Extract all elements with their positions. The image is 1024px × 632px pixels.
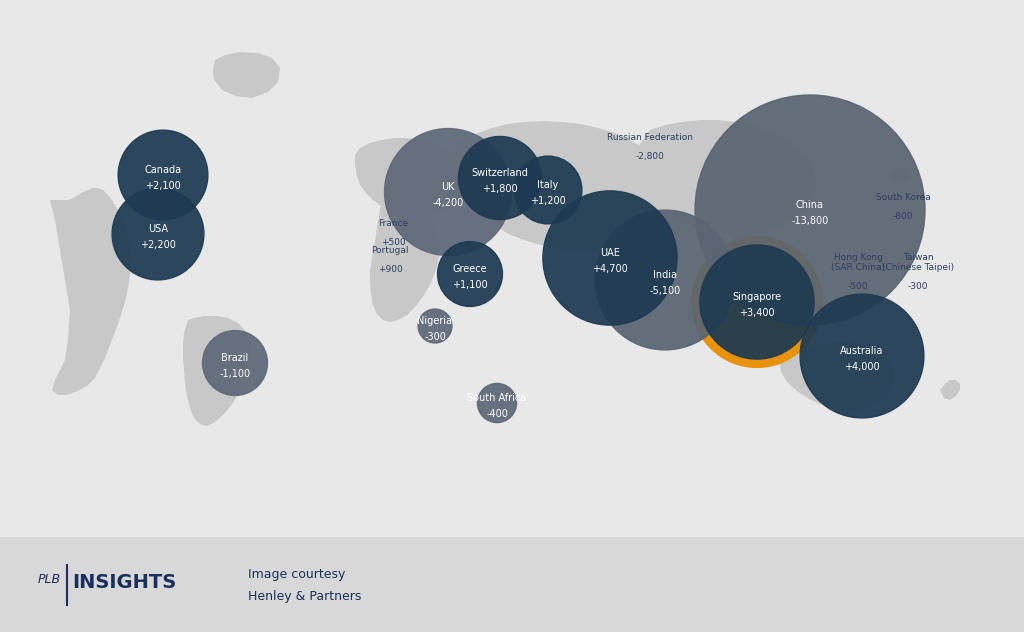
Polygon shape: [890, 167, 909, 183]
Text: -5,100: -5,100: [649, 286, 681, 296]
Polygon shape: [183, 316, 250, 426]
Circle shape: [695, 95, 925, 325]
Circle shape: [118, 130, 208, 220]
Polygon shape: [213, 52, 280, 98]
Circle shape: [112, 188, 204, 280]
Text: UAE: UAE: [600, 248, 620, 258]
Text: USA: USA: [148, 224, 168, 234]
Text: -300: -300: [907, 282, 928, 291]
Circle shape: [437, 241, 503, 307]
Text: -800: -800: [893, 212, 913, 221]
Text: +2,200: +2,200: [140, 240, 176, 250]
Text: UK: UK: [441, 182, 455, 192]
Circle shape: [418, 309, 452, 343]
Text: -13,800: -13,800: [792, 216, 828, 226]
Text: +4,000: +4,000: [844, 362, 880, 372]
Text: +500: +500: [381, 238, 406, 247]
Polygon shape: [636, 208, 680, 256]
Text: Russian Federation: Russian Federation: [607, 133, 693, 142]
Text: France: France: [378, 219, 408, 228]
Text: Singapore: Singapore: [732, 292, 781, 302]
Polygon shape: [732, 223, 774, 255]
Text: Henley & Partners: Henley & Partners: [248, 590, 361, 603]
Text: -300: -300: [424, 332, 445, 342]
Text: Italy: Italy: [538, 180, 559, 190]
Text: Greece: Greece: [453, 264, 487, 274]
Circle shape: [800, 294, 924, 418]
Bar: [0, 537, 1024, 632]
Circle shape: [385, 128, 511, 255]
Circle shape: [543, 191, 677, 325]
Circle shape: [459, 137, 542, 219]
Text: South Africa: South Africa: [467, 393, 526, 403]
Circle shape: [514, 156, 582, 224]
Text: -2,800: -2,800: [636, 152, 665, 161]
Text: Brazil: Brazil: [221, 353, 249, 363]
Polygon shape: [355, 138, 470, 216]
Text: -400: -400: [486, 409, 508, 419]
Text: Switzerland: Switzerland: [472, 168, 528, 178]
Text: +900: +900: [378, 265, 402, 274]
Polygon shape: [780, 342, 895, 410]
Text: +4,700: +4,700: [592, 264, 628, 274]
Circle shape: [691, 236, 823, 368]
Polygon shape: [542, 195, 640, 253]
Polygon shape: [50, 188, 132, 395]
Text: +1,100: +1,100: [453, 280, 487, 290]
Text: India: India: [653, 270, 677, 280]
Polygon shape: [940, 380, 961, 400]
Circle shape: [203, 331, 267, 396]
Text: South Korea: South Korea: [876, 193, 931, 202]
Polygon shape: [455, 121, 673, 250]
Text: +3,400: +3,400: [739, 308, 775, 318]
Text: +1,200: +1,200: [530, 196, 566, 206]
Text: Portugal: Portugal: [372, 246, 409, 255]
Polygon shape: [633, 120, 816, 235]
Circle shape: [595, 210, 735, 350]
Text: Canada: Canada: [144, 165, 181, 175]
Text: INSIGHTS: INSIGHTS: [72, 573, 176, 592]
Text: China: China: [796, 200, 824, 210]
Polygon shape: [370, 205, 440, 322]
Text: Image courtesy: Image courtesy: [248, 568, 345, 581]
Circle shape: [700, 245, 814, 359]
Text: -4,200: -4,200: [432, 198, 464, 208]
Text: Hong Kong
(SAR China): Hong Kong (SAR China): [831, 253, 885, 272]
Text: -1,100: -1,100: [219, 369, 251, 379]
Text: -500: -500: [848, 282, 868, 291]
Circle shape: [477, 384, 516, 423]
Text: +1,800: +1,800: [482, 184, 518, 194]
Text: Taiwan
(Chinese Taipei): Taiwan (Chinese Taipei): [882, 253, 954, 272]
Text: Australia: Australia: [841, 346, 884, 356]
Text: Nigeria: Nigeria: [418, 316, 453, 326]
Text: PLB: PLB: [38, 573, 61, 586]
Text: +2,100: +2,100: [145, 181, 181, 191]
